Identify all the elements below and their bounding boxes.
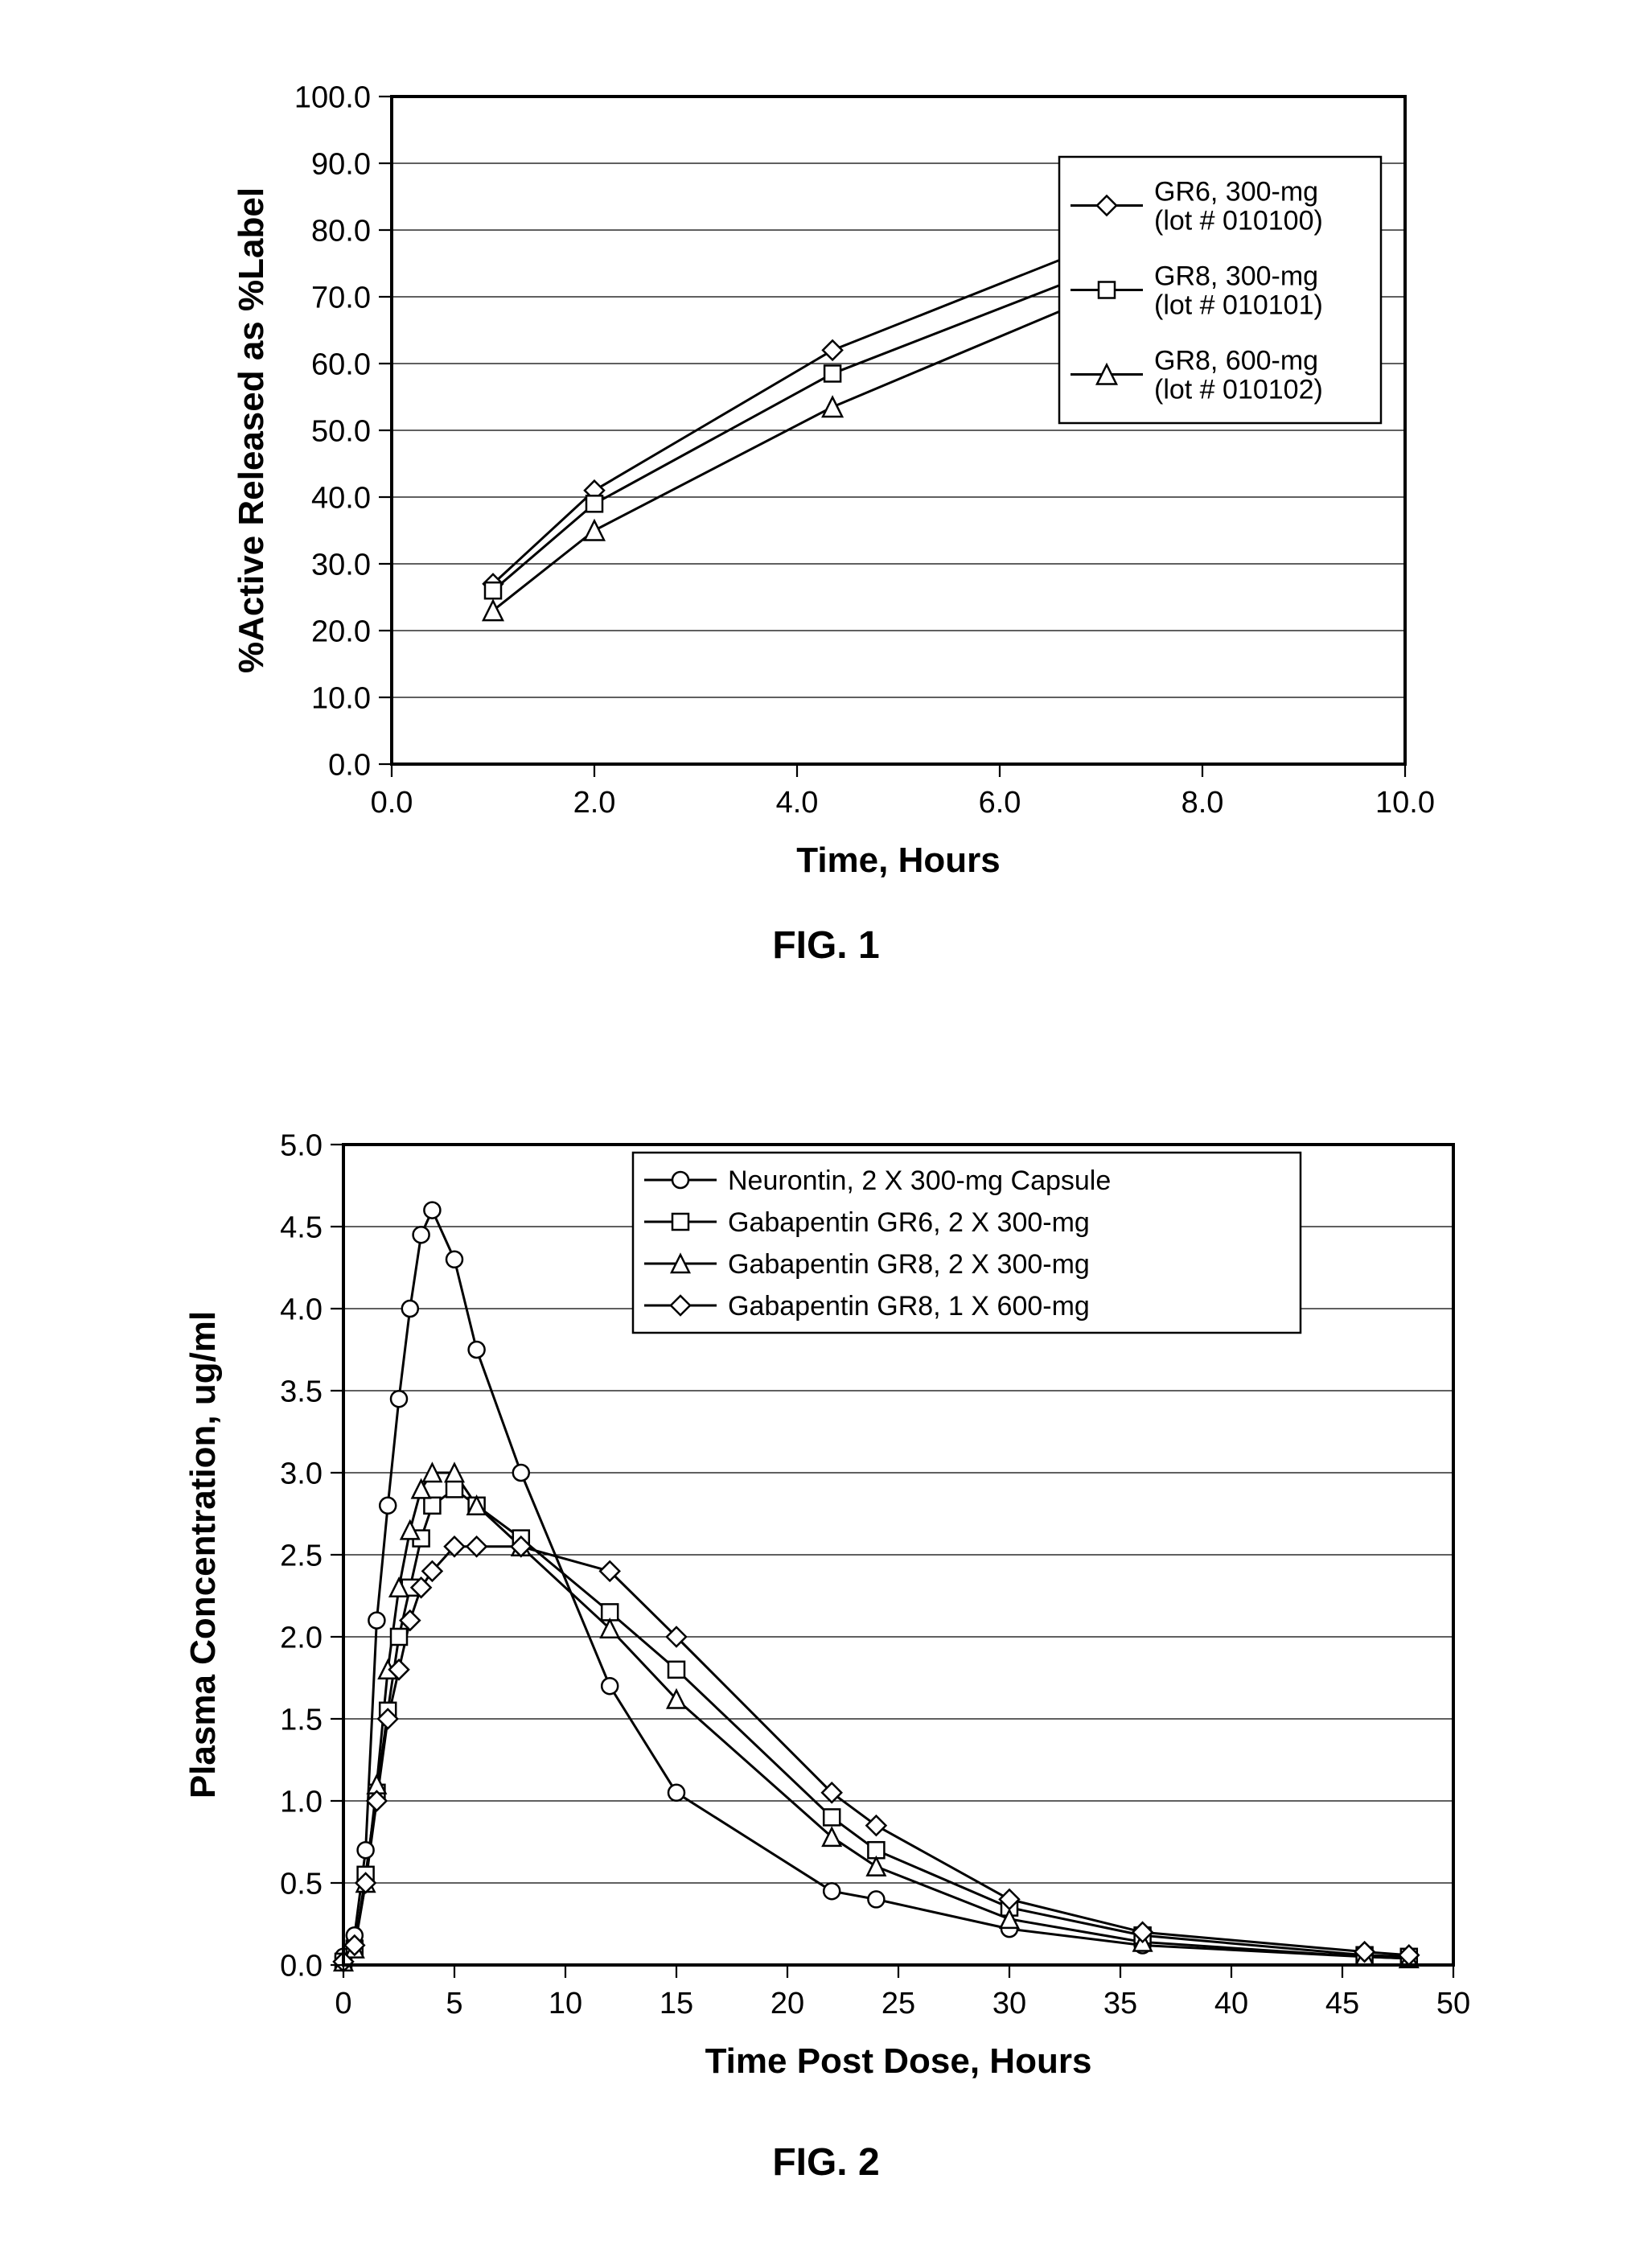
svg-text:2.5: 2.5: [280, 1539, 323, 1572]
svg-text:Gabapentin GR8, 2 X 300-mg: Gabapentin GR8, 2 X 300-mg: [728, 1249, 1090, 1280]
svg-text:3.5: 3.5: [280, 1375, 323, 1408]
svg-text:30: 30: [992, 1987, 1026, 2020]
svg-text:0.5: 0.5: [280, 1867, 323, 1901]
svg-text:Time Post Dose, Hours: Time Post Dose, Hours: [705, 2041, 1092, 2081]
svg-text:(lot # 010102): (lot # 010102): [1154, 374, 1323, 405]
figure-2: 0 5 10 15 20 25 30 35 40 45 50 0.0 0.5 1.0 1.5 2.0 2.5 3.…: [48, 1112, 1604, 2185]
svg-text:90.0: 90.0: [311, 147, 371, 181]
figure-1: 0.0 2.0 4.0 6.0 8.0 10.0 0.0 10.0 20.0 30.0 40.0 50…: [48, 64, 1604, 968]
svg-text:10.0: 10.0: [1375, 786, 1435, 820]
svg-text:2.0: 2.0: [573, 786, 616, 820]
svg-text:40: 40: [1214, 1987, 1248, 2020]
svg-text:30.0: 30.0: [311, 548, 371, 582]
svg-text:Time, Hours: Time, Hours: [796, 841, 1000, 880]
caption-fig2: FIG. 2: [772, 2140, 879, 2185]
svg-text:2.0: 2.0: [280, 1621, 323, 1655]
svg-text:20.0: 20.0: [311, 615, 371, 648]
svg-text:GR6, 300-mg: GR6, 300-mg: [1154, 177, 1318, 208]
svg-text:Gabapentin GR8, 1 X 600-mg: Gabapentin GR8, 1 X 600-mg: [728, 1291, 1090, 1322]
svg-text:25: 25: [881, 1987, 915, 2020]
svg-text:GR8, 300-mg: GR8, 300-mg: [1154, 261, 1318, 292]
svg-text:Gabapentin GR6, 2 X 300-mg: Gabapentin GR6, 2 X 300-mg: [728, 1207, 1090, 1238]
svg-text:0: 0: [335, 1987, 351, 2020]
svg-text:Plasma Concentration, ug/ml: Plasma Concentration, ug/ml: [183, 1311, 223, 1798]
svg-text:10: 10: [549, 1987, 582, 2020]
svg-text:10.0: 10.0: [311, 681, 371, 715]
svg-text:3.0: 3.0: [280, 1457, 323, 1490]
svg-text:20: 20: [771, 1987, 804, 2020]
svg-text:50.0: 50.0: [311, 414, 371, 448]
caption-fig1: FIG. 1: [772, 923, 879, 968]
svg-text:(lot # 010101): (lot # 010101): [1154, 290, 1323, 320]
svg-text:35: 35: [1103, 1987, 1137, 2020]
svg-text:5: 5: [446, 1987, 462, 2020]
svg-text:40.0: 40.0: [311, 481, 371, 515]
svg-text:GR8, 600-mg: GR8, 600-mg: [1154, 346, 1318, 376]
svg-text:1.0: 1.0: [280, 1785, 323, 1819]
svg-text:0.0: 0.0: [280, 1949, 323, 1983]
svg-text:5.0: 5.0: [280, 1128, 323, 1162]
svg-text:4.0: 4.0: [280, 1293, 323, 1326]
svg-text:4.0: 4.0: [776, 786, 819, 820]
svg-text:Neurontin, 2 X 300-mg Capsule: Neurontin, 2 X 300-mg Capsule: [728, 1165, 1111, 1196]
svg-text:45: 45: [1325, 1987, 1359, 2020]
svg-text:(lot # 010100): (lot # 010100): [1154, 205, 1323, 236]
svg-text:100.0: 100.0: [294, 80, 371, 114]
svg-text:6.0: 6.0: [979, 786, 1021, 820]
svg-text:%Active Released as %Label: %Active Released as %Label: [232, 187, 271, 673]
svg-text:60.0: 60.0: [311, 347, 371, 381]
svg-text:0.0: 0.0: [328, 748, 371, 782]
svg-text:8.0: 8.0: [1181, 786, 1224, 820]
chart-fig1: 0.0 2.0 4.0 6.0 8.0 10.0 0.0 10.0 20.0 30.0 40.0 50…: [183, 64, 1469, 909]
svg-text:4.5: 4.5: [280, 1211, 323, 1244]
svg-text:70.0: 70.0: [311, 281, 371, 314]
svg-text:0.0: 0.0: [371, 786, 413, 820]
svg-text:80.0: 80.0: [311, 214, 371, 248]
svg-text:50: 50: [1436, 1987, 1470, 2020]
svg-text:1.5: 1.5: [280, 1703, 323, 1737]
chart-fig2: 0 5 10 15 20 25 30 35 40 45 50 0.0 0.5 1.0 1.5 2.0 2.5 3.…: [134, 1112, 1518, 2126]
svg-text:15: 15: [660, 1987, 693, 2020]
